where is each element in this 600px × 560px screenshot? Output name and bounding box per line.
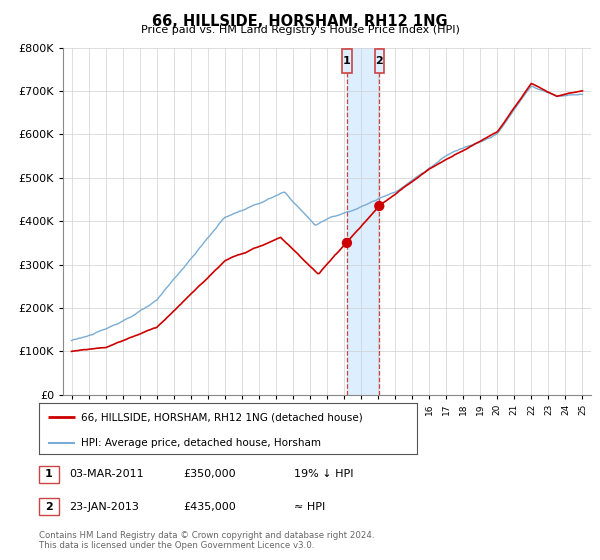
Text: 19% ↓ HPI: 19% ↓ HPI [294,469,353,479]
Text: 1: 1 [45,469,53,479]
Text: 66, HILLSIDE, HORSHAM, RH12 1NG: 66, HILLSIDE, HORSHAM, RH12 1NG [152,14,448,29]
FancyBboxPatch shape [374,49,384,73]
Point [374,202,384,211]
FancyBboxPatch shape [342,49,352,73]
Text: ≈ HPI: ≈ HPI [294,502,325,512]
Bar [347,48,379,395]
Text: £350,000: £350,000 [183,469,236,479]
Text: 2: 2 [45,502,53,512]
Text: £435,000: £435,000 [183,502,236,512]
Text: 1: 1 [343,55,351,66]
Text: Contains HM Land Registry data © Crown copyright and database right 2024.
This d: Contains HM Land Registry data © Crown c… [39,530,374,550]
Text: 66, HILLSIDE, HORSHAM, RH12 1NG (detached house): 66, HILLSIDE, HORSHAM, RH12 1NG (detache… [80,412,362,422]
Text: 03-MAR-2011: 03-MAR-2011 [69,469,143,479]
Point [342,239,352,248]
Text: 23-JAN-2013: 23-JAN-2013 [69,502,139,512]
Text: Price paid vs. HM Land Registry's House Price Index (HPI): Price paid vs. HM Land Registry's House … [140,25,460,35]
Text: 2: 2 [376,55,383,66]
Text: HPI: Average price, detached house, Horsham: HPI: Average price, detached house, Hors… [80,437,320,447]
